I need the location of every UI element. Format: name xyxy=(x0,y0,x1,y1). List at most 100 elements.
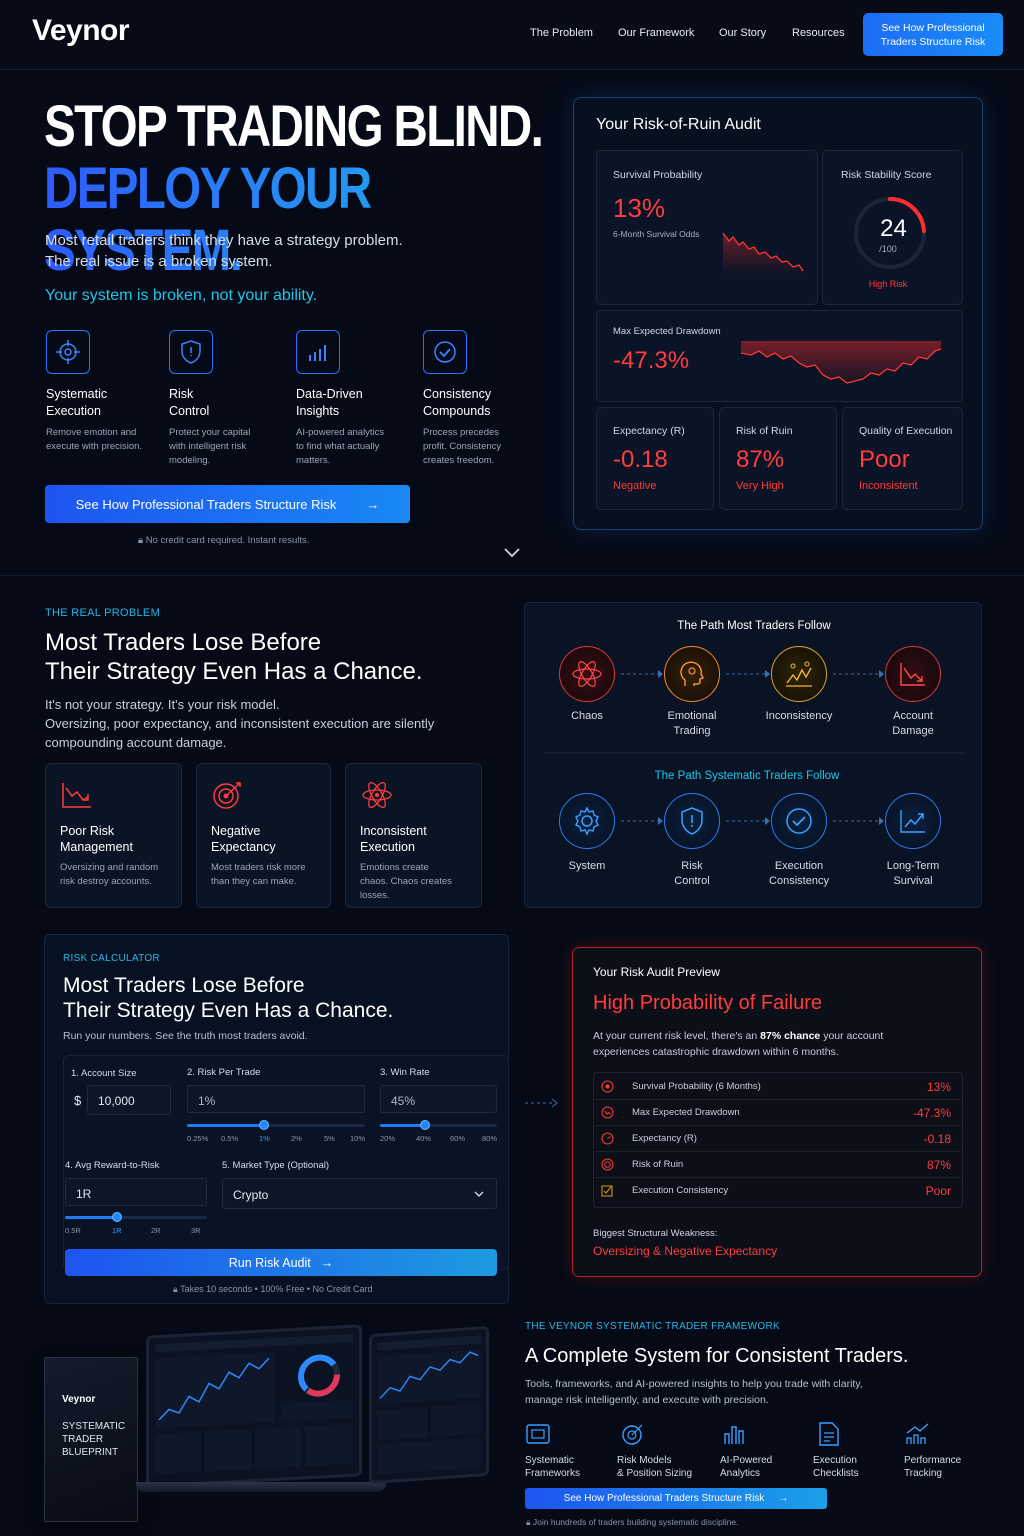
quality-card: Quality of Execution Poor Inconsistent xyxy=(842,407,963,510)
checklist-icon xyxy=(601,1184,614,1200)
hero-accent: Your system is broken, not your ability. xyxy=(45,287,318,304)
blueprint-book: Veynor SYSTEMATIC TRADER BLUEPRINT xyxy=(44,1357,138,1522)
falling-chart-icon xyxy=(601,1106,614,1122)
stability-card: Risk Stability Score 24 /100 High Risk xyxy=(822,150,963,305)
pillar-consistency: Consistency Compounds Process precedes pro… xyxy=(423,330,541,468)
scatter-icon xyxy=(771,646,827,702)
audit-title: Your Risk-of-Ruin Audit xyxy=(596,116,761,133)
reward-risk-slider[interactable] xyxy=(65,1216,207,1219)
hero-lead: Most retail traders think they have a st… xyxy=(45,232,403,270)
target-icon xyxy=(601,1158,614,1174)
check-circle-icon xyxy=(423,330,467,374)
ruin-card: Risk of Ruin 87% Very High xyxy=(719,407,837,510)
preview-row-expectancy: Expectancy (R) -0.18 xyxy=(595,1126,961,1152)
target-icon xyxy=(46,330,90,374)
drawdown-sparkline xyxy=(740,341,942,384)
growth-chart-icon xyxy=(885,793,941,849)
brand-logo[interactable]: Veynor xyxy=(32,14,130,47)
hero-headline: STOP TRADING BLIND. DEPLOY YOUR SYSTEM. xyxy=(44,96,569,282)
survival-card: Survival Probability 13% 6-Month Surviva… xyxy=(596,150,818,305)
run-audit-button[interactable]: Run Risk Audit → xyxy=(65,1249,497,1276)
problem-card-expectancy: Negative Expectancy Most traders risk mor… xyxy=(196,763,331,908)
risk-slider[interactable] xyxy=(187,1124,365,1127)
preview-row-consistency: Execution Consistency Poor xyxy=(595,1178,961,1204)
damage-chart-icon xyxy=(885,646,941,702)
tablet-dashboard-preview xyxy=(377,1335,481,1475)
survival-sparkline xyxy=(722,232,804,275)
preview-headline: High Probability of Failure xyxy=(593,992,822,1014)
nav-link-framework[interactable]: Our Framework xyxy=(618,27,695,39)
paths-panel: The Path Most Traders Follow Chaos Emoti… xyxy=(524,602,982,908)
expectancy-card: Expectancy (R) -0.18 Negative xyxy=(596,407,714,510)
atom-icon xyxy=(360,780,467,815)
gauge-icon xyxy=(601,1132,614,1148)
reward-risk-input[interactable]: 1R xyxy=(65,1178,207,1206)
pillar-risk-control: Risk Control Protect your capital with int… xyxy=(169,330,287,468)
risk-audit-panel: Your Risk-of-Ruin Audit Survival Probabi… xyxy=(573,97,983,530)
framework-risk-icon xyxy=(620,1422,646,1451)
problem-eyebrow: THE REAL PROBLEM xyxy=(45,607,161,619)
shield-icon xyxy=(169,330,213,374)
check-circle-icon xyxy=(771,793,827,849)
nav-link-story[interactable]: Our Story xyxy=(719,27,767,39)
framework-checklist-icon xyxy=(818,1422,840,1451)
path-connectors xyxy=(545,670,963,825)
head-icon xyxy=(664,646,720,702)
dashed-arrow-icon xyxy=(524,1096,560,1115)
risk-slider-knob[interactable] xyxy=(259,1120,269,1130)
audit-preview-panel: Your Risk Audit Preview High Probability… xyxy=(572,947,982,1277)
product-mockup: Veynor SYSTEMATIC TRADER BLUEPRINT xyxy=(44,1322,494,1532)
account-size-input[interactable]: 10,000 xyxy=(87,1085,171,1115)
lock-icon: 🔒︎ xyxy=(173,1284,181,1294)
problem-title: Most Traders Lose Before Their Strategy E… xyxy=(45,629,423,685)
bar-chart-icon xyxy=(296,330,340,374)
problem-body: It's not your strategy. It's your risk m… xyxy=(45,697,435,750)
hero-cta-button[interactable]: See How Professional Traders Structure R… xyxy=(45,485,410,523)
lock-icon: 🔒︎ xyxy=(526,1517,533,1527)
falling-chart-icon xyxy=(60,780,167,815)
top-nav xyxy=(0,0,1024,70)
reward-risk-slider-knob[interactable] xyxy=(112,1212,122,1222)
win-rate-input[interactable]: 45% xyxy=(380,1085,497,1113)
arrow-right-icon: → xyxy=(320,1255,334,1270)
preview-row-ruin: Risk of Ruin 87% xyxy=(595,1152,961,1178)
shield-icon xyxy=(664,793,720,849)
framework-tracking-icon xyxy=(904,1422,932,1451)
section-divider xyxy=(0,575,1024,576)
lock-icon: 🔒︎ xyxy=(138,535,146,546)
framework-doc-icon xyxy=(526,1424,552,1451)
preview-row-survival: Survival Probability (6 Months) 13% xyxy=(595,1074,961,1100)
preview-row-drawdown: Max Expected Drawdown -47.3% xyxy=(595,1100,961,1126)
framework-title: A Complete System for Consistent Traders… xyxy=(525,1345,909,1367)
drawdown-card: Max Expected Drawdown -47.3% xyxy=(596,310,963,402)
problem-card-risk: Poor Risk Management Oversizing and rando… xyxy=(45,763,182,908)
framework-eyebrow: THE VEYNOR SYSTEMATIC TRADER FRAMEWORK xyxy=(525,1321,780,1332)
framework-cta-button[interactable]: See How Professional Traders Structure R… xyxy=(525,1488,827,1509)
win-rate-slider-knob[interactable] xyxy=(420,1120,430,1130)
risk-per-trade-input[interactable]: 1% xyxy=(187,1085,365,1113)
arrow-right-icon: → xyxy=(366,496,380,512)
gear-icon xyxy=(559,793,615,849)
framework-analytics-icon xyxy=(722,1422,746,1451)
problem-card-execution: Inconsistent Execution Emotions create cha… xyxy=(345,763,482,908)
risk-calculator: RISK CALCULATOR Most Traders Lose Before… xyxy=(44,934,509,1304)
dashboard-preview xyxy=(155,1333,353,1475)
pillar-systematic-execution: Systematic Execution Remove emotion and ex… xyxy=(46,330,164,454)
framework-body: Tools, frameworks, and AI-powered insigh… xyxy=(525,1378,863,1406)
chaos-icon xyxy=(559,646,615,702)
arrow-right-icon: → xyxy=(778,1493,789,1504)
nav-cta-button[interactable]: See How Professional Traders Structure Ri… xyxy=(863,13,1003,56)
pillar-data-driven: Data-Driven Insights AI-powered analytics… xyxy=(296,330,414,468)
stability-gauge xyxy=(854,197,926,269)
nav-link-problem[interactable]: The Problem xyxy=(530,27,593,39)
laptop-screen xyxy=(146,1324,362,1488)
nav-link-resources[interactable]: Resources xyxy=(792,27,845,39)
chevron-down-icon xyxy=(474,1187,484,1201)
market-type-select[interactable]: Crypto xyxy=(222,1178,497,1209)
win-rate-slider[interactable] xyxy=(380,1124,497,1127)
target-icon xyxy=(601,1080,614,1096)
laptop-base xyxy=(136,1482,386,1492)
chevron-down-icon[interactable] xyxy=(503,546,521,564)
calc-title: Most Traders Lose Before Their Strategy E… xyxy=(63,974,394,1022)
tablet-screen xyxy=(369,1325,489,1485)
